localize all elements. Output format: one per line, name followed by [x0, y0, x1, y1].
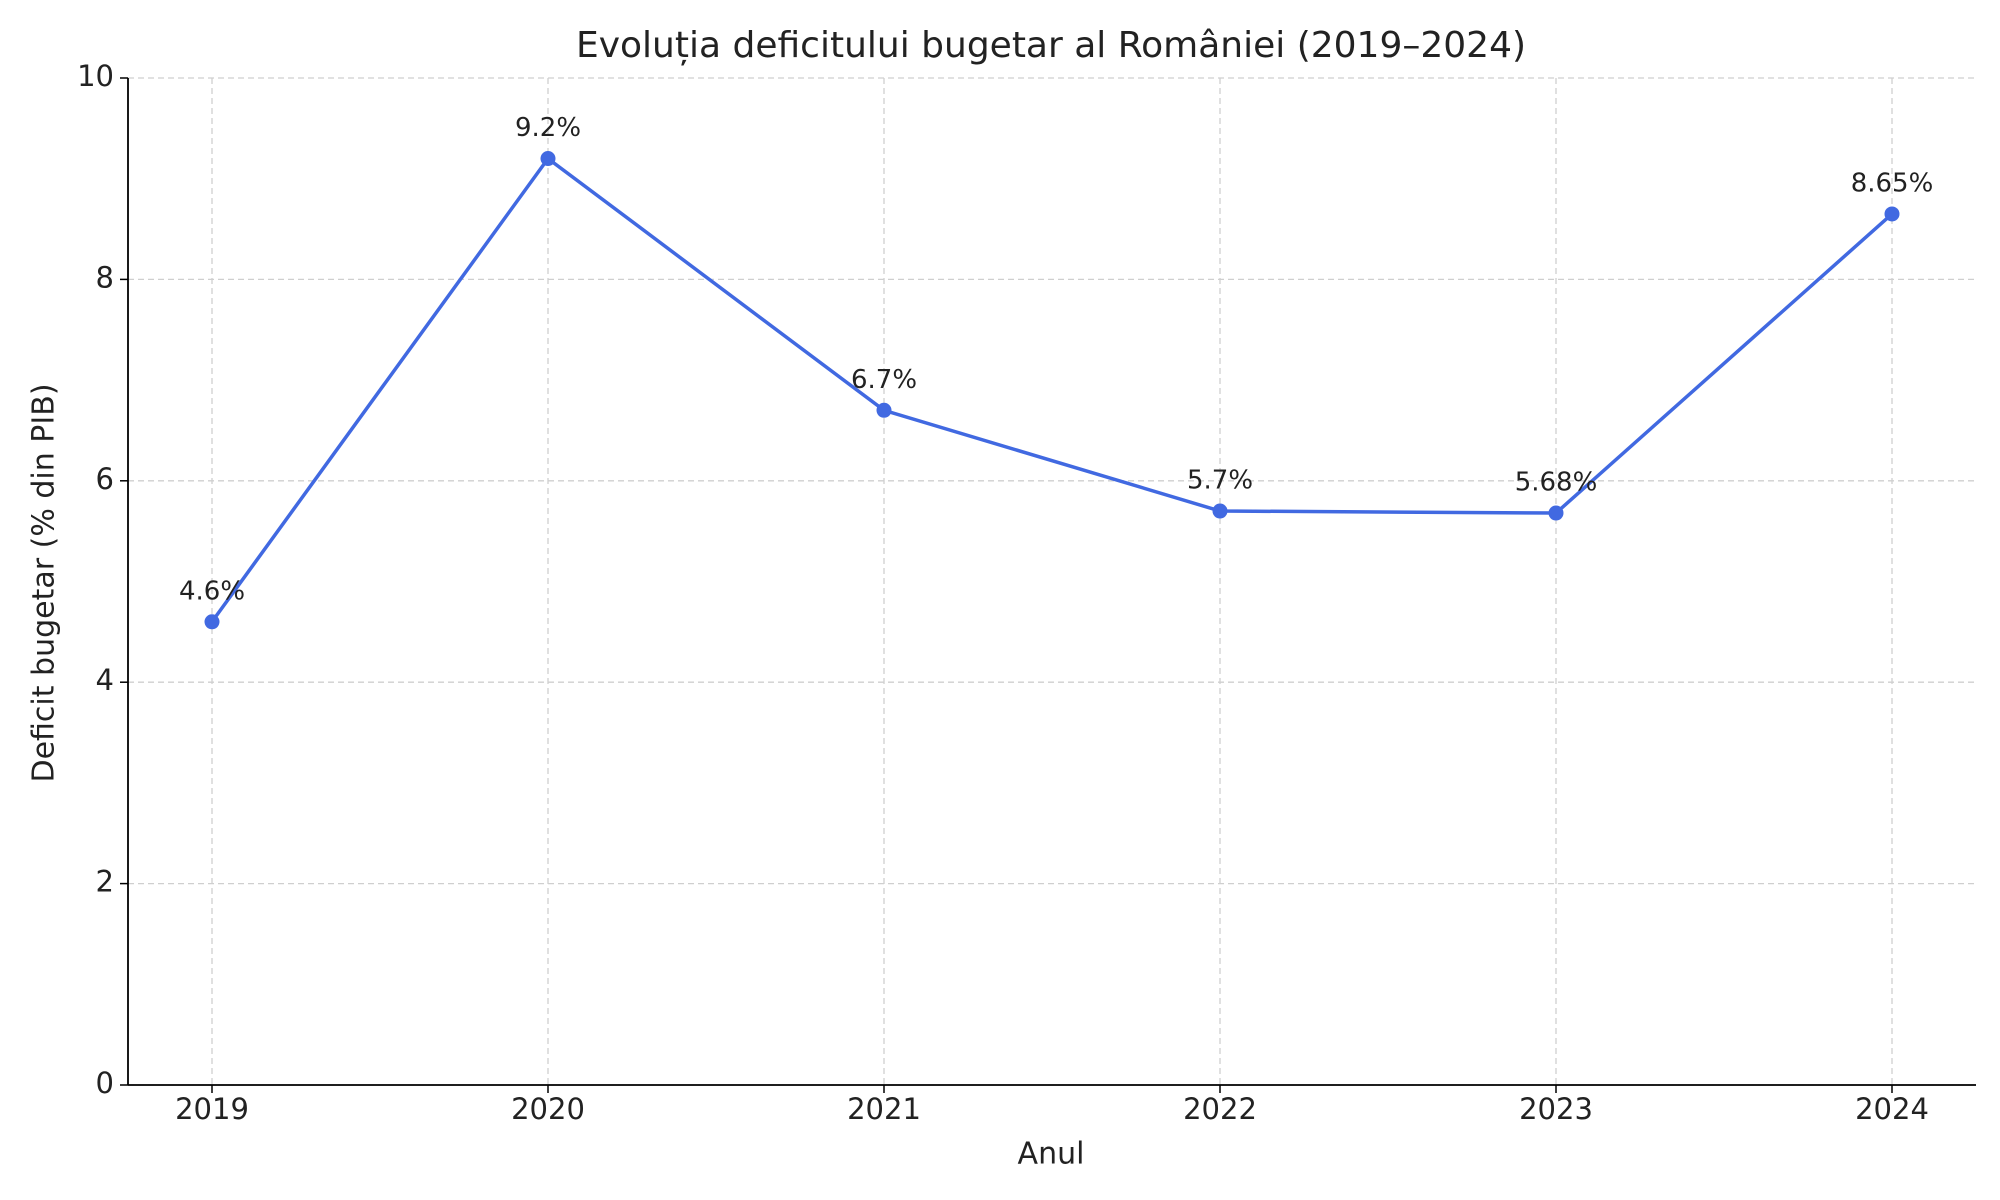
point [1548, 505, 1564, 521]
chart-title: Evoluția deficitului bugetar al României… [576, 25, 1526, 66]
point [204, 614, 220, 630]
x-tick-label: 2021 [847, 1092, 921, 1126]
y-tick-label: 6 [96, 462, 114, 496]
data-label: 5.7% [1187, 466, 1253, 496]
x-tick-label: 2020 [511, 1092, 585, 1126]
y-tick-label: 8 [96, 260, 114, 294]
x-tick-label: 2024 [1855, 1092, 1929, 1126]
point [540, 151, 556, 167]
data-label: 6.7% [851, 365, 917, 395]
y-tick-label: 0 [96, 1066, 114, 1100]
x-axis-label: Anul [1018, 1137, 1085, 1172]
y-tick-label: 4 [96, 663, 114, 697]
point [876, 402, 892, 418]
data-label: 4.6% [179, 576, 245, 606]
y-tick-label: 2 [96, 865, 114, 899]
x-tick-label: 2022 [1183, 1092, 1257, 1126]
y-tick-label: 10 [77, 59, 114, 93]
line [210, 156, 1894, 623]
data-label: 5.68% [1515, 468, 1598, 498]
x-tick-label: 2019 [175, 1092, 249, 1126]
point [1212, 503, 1228, 519]
data-label: 9.2% [515, 113, 581, 143]
data-label: 8.65% [1851, 168, 1934, 198]
y-axis-label: Deficit bugetar (% din PIB) [27, 383, 62, 782]
x-tick-label: 2023 [1519, 1092, 1593, 1126]
point [1884, 206, 1900, 222]
